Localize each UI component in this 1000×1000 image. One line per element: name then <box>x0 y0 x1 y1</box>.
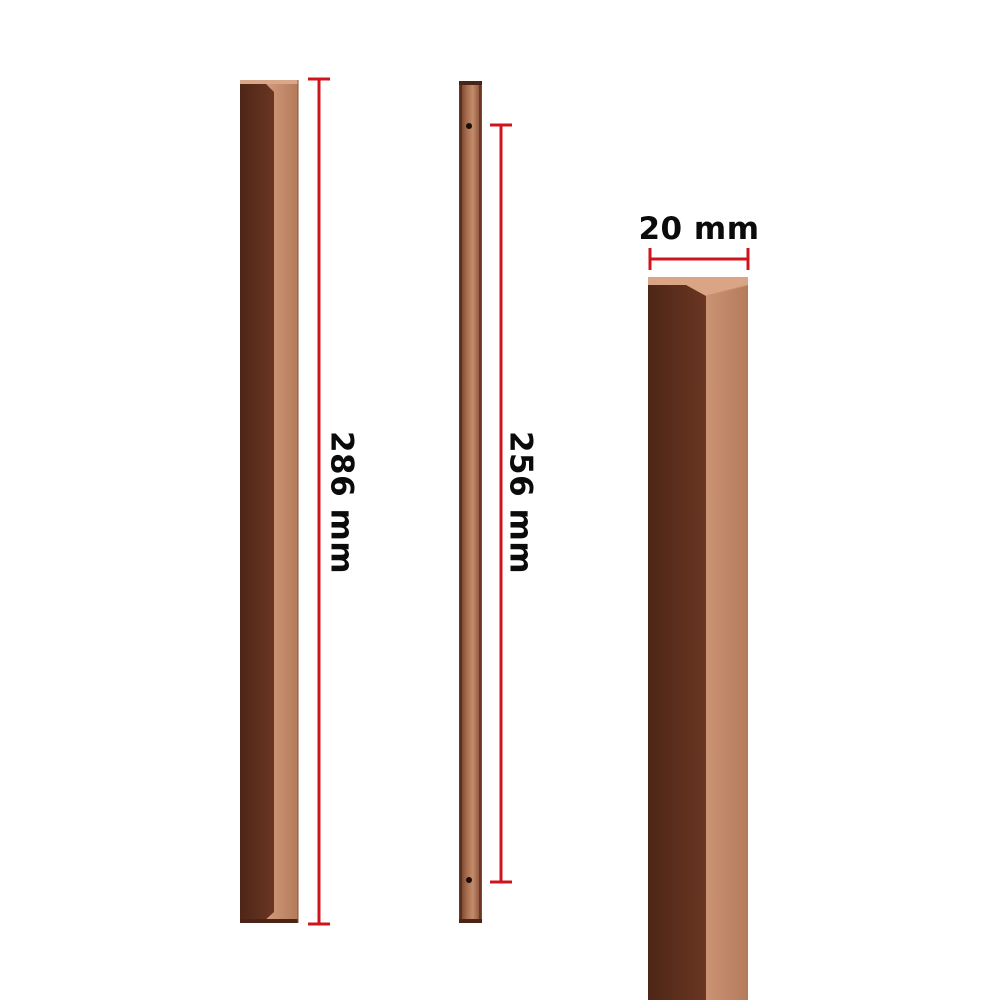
dimension-line-20 <box>648 248 750 270</box>
screw-hole-bottom <box>466 877 472 883</box>
width-label-20: 20 mm <box>638 211 760 247</box>
handle-front-view <box>240 80 299 923</box>
dimension-line-256 <box>490 123 512 884</box>
length-label-256: 256 mm <box>502 430 539 575</box>
length-label-286: 286 mm <box>323 430 360 575</box>
screw-hole-top <box>466 123 472 129</box>
handle-closeup-view <box>648 277 749 1000</box>
dimension-line-286 <box>308 77 330 926</box>
handle-side-view <box>459 81 482 923</box>
